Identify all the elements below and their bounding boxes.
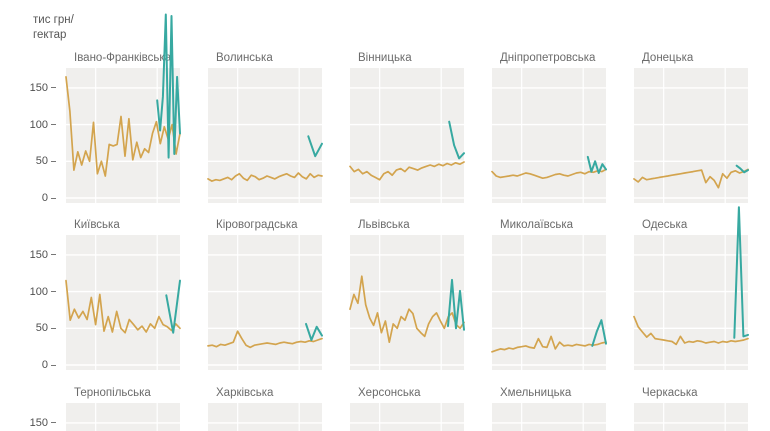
plot-area bbox=[65, 235, 181, 370]
y-tick-label: 0 bbox=[8, 357, 56, 373]
panel-chart-svg bbox=[633, 68, 749, 203]
line-main-series bbox=[491, 168, 607, 180]
panel-chart-svg bbox=[65, 235, 181, 370]
y-tick-mark bbox=[51, 87, 56, 89]
y-tick-value: 150 bbox=[29, 81, 48, 94]
line-main-series bbox=[349, 275, 465, 344]
y-tick-label: 150 bbox=[8, 247, 56, 263]
line-secondary-series bbox=[448, 120, 465, 160]
y-axis-unit-label: тис грн/ гектар bbox=[33, 14, 74, 41]
y-tick-value: 50 bbox=[35, 322, 48, 335]
y-tick-label: 150 bbox=[8, 415, 56, 431]
plot-area bbox=[65, 13, 181, 203]
line-secondary-series bbox=[156, 13, 181, 159]
y-tick-value: 0 bbox=[41, 192, 48, 204]
line-main-series bbox=[207, 330, 323, 349]
plot-area bbox=[66, 403, 180, 431]
line-main-series bbox=[633, 168, 749, 189]
panel-chart-svg bbox=[350, 403, 464, 431]
panel-chart-svg bbox=[634, 403, 748, 431]
facet-panel-title: Херсонська bbox=[358, 387, 421, 399]
facet-panel-title: Миколаївська bbox=[500, 219, 574, 231]
y-tick-label: 150 bbox=[8, 80, 56, 96]
y-tick-label: 50 bbox=[8, 320, 56, 336]
panel-chart-svg bbox=[208, 403, 322, 431]
facet-panel-title: Кіровоградська bbox=[216, 219, 298, 231]
facet-panel-title: Дніпропетровська bbox=[500, 52, 596, 64]
y-tick-value: 50 bbox=[35, 155, 48, 168]
y-tick-mark bbox=[51, 291, 56, 293]
plot-area bbox=[207, 235, 323, 370]
line-main-series bbox=[65, 279, 181, 334]
plot-area bbox=[634, 403, 748, 431]
line-secondary-series bbox=[733, 206, 749, 339]
facet-panel-title: Черкаська bbox=[642, 387, 698, 399]
y-tick-mark bbox=[51, 254, 56, 256]
facet-panel-title: Донецька bbox=[642, 52, 694, 64]
line-secondary-series bbox=[165, 279, 181, 334]
line-secondary-series bbox=[591, 319, 607, 347]
plot-area bbox=[492, 403, 606, 431]
line-main-series bbox=[207, 172, 323, 182]
line-secondary-series bbox=[305, 322, 323, 341]
line-main-series bbox=[349, 161, 465, 181]
line-secondary-series bbox=[447, 278, 465, 331]
panel-chart-svg bbox=[66, 403, 180, 431]
y-tick-label: 0 bbox=[8, 190, 56, 206]
facet-panel-title: Волинська bbox=[216, 52, 273, 64]
plot-area bbox=[491, 68, 607, 203]
plot-area bbox=[349, 235, 465, 370]
facet-panel-title: Київська bbox=[74, 219, 120, 231]
panel-chart-svg bbox=[65, 13, 181, 203]
plot-area bbox=[208, 403, 322, 431]
y-tick-value: 150 bbox=[29, 416, 48, 429]
y-tick-mark bbox=[51, 422, 56, 424]
y-tick-value: 100 bbox=[29, 285, 48, 298]
panel-chart-svg bbox=[633, 206, 749, 370]
plot-area bbox=[633, 206, 749, 370]
y-tick-mark bbox=[51, 124, 56, 126]
line-secondary-series bbox=[735, 164, 749, 174]
y-tick-mark bbox=[51, 327, 56, 329]
plot-area bbox=[207, 68, 323, 203]
facet-panel-title: Івано-Франківська bbox=[74, 52, 172, 64]
y-tick-mark bbox=[51, 197, 56, 199]
panel-chart-svg bbox=[349, 68, 465, 203]
y-tick-value: 0 bbox=[41, 359, 48, 371]
facet-panel-title: Тернопільська bbox=[74, 387, 151, 399]
facet-panel-title: Вінницька bbox=[358, 52, 412, 64]
facet-panel-title: Харківська bbox=[216, 387, 274, 399]
y-tick-value: 150 bbox=[29, 248, 48, 261]
line-main-series bbox=[65, 76, 181, 177]
y-tick-label: 100 bbox=[8, 117, 56, 133]
panel-chart-svg bbox=[349, 235, 465, 370]
line-secondary-series bbox=[307, 135, 323, 158]
panel-chart-svg bbox=[492, 403, 606, 431]
y-tick-label: 100 bbox=[8, 284, 56, 300]
plot-area bbox=[350, 403, 464, 431]
line-main-series bbox=[491, 335, 607, 353]
plot-area bbox=[633, 68, 749, 203]
facet-panel-title: Одеська bbox=[642, 219, 688, 231]
panel-chart-svg bbox=[491, 235, 607, 370]
panel-chart-svg bbox=[491, 68, 607, 203]
y-tick-label: 50 bbox=[8, 153, 56, 169]
panel-chart-svg bbox=[207, 235, 323, 370]
y-tick-mark bbox=[51, 160, 56, 162]
facet-panel-title: Хмельницька bbox=[500, 387, 572, 399]
line-secondary-series bbox=[586, 155, 607, 174]
y-tick-value: 100 bbox=[29, 118, 48, 131]
y-tick-mark bbox=[51, 364, 56, 366]
line-main-series bbox=[633, 315, 749, 346]
panel-chart-svg bbox=[207, 68, 323, 203]
facet-panel-title: Львівська bbox=[358, 219, 410, 231]
plot-area bbox=[349, 68, 465, 203]
plot-area bbox=[491, 235, 607, 370]
